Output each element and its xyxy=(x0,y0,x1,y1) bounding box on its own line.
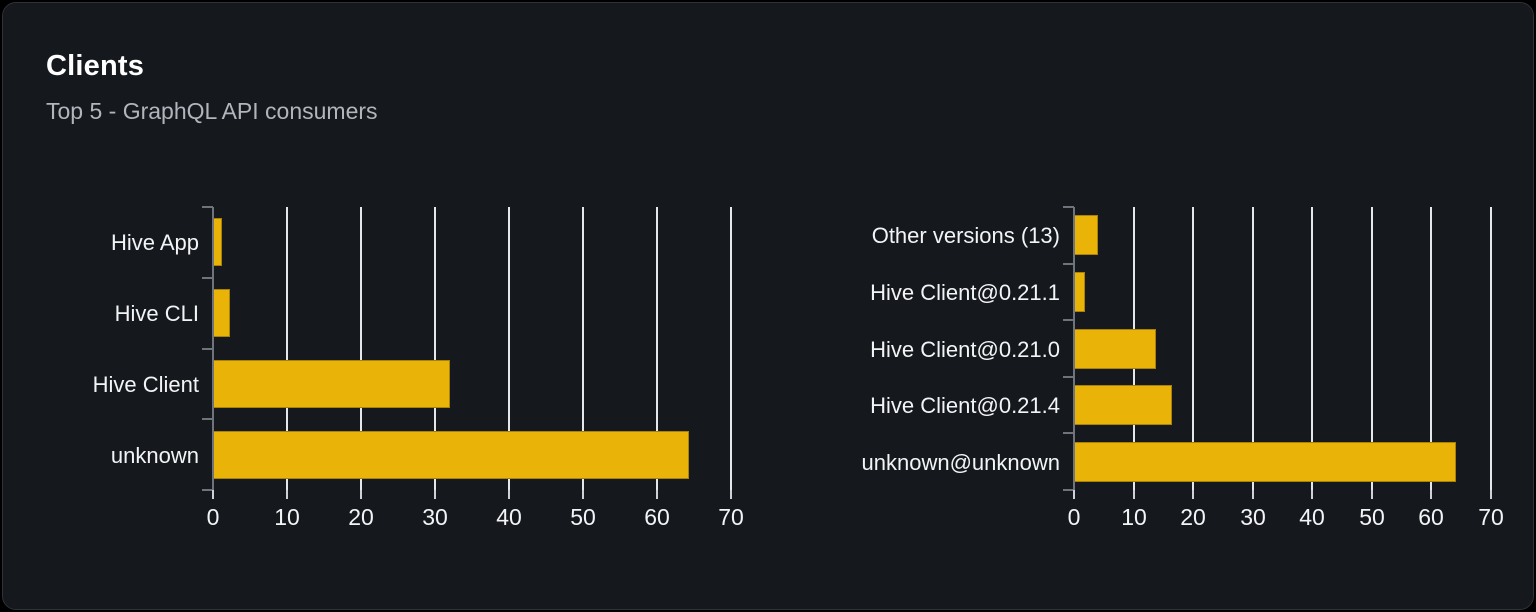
y-axis-tick xyxy=(1063,432,1074,434)
category-label: unknown xyxy=(110,443,199,468)
bar xyxy=(213,218,222,266)
bar xyxy=(1074,442,1456,482)
page-title: Clients xyxy=(46,50,145,82)
y-axis-tick xyxy=(1063,489,1074,491)
x-axis-tick xyxy=(434,490,436,499)
x-axis-tick xyxy=(1073,490,1075,499)
x-axis-tick xyxy=(212,490,214,499)
x-axis-tick xyxy=(1252,490,1254,499)
x-axis-tick xyxy=(508,490,510,499)
gridline xyxy=(1490,207,1492,490)
category-label: Other versions (13) xyxy=(871,223,1060,248)
x-tick-label: 0 xyxy=(1067,504,1081,530)
x-tick-label: 30 xyxy=(1240,504,1266,530)
gridline xyxy=(1311,207,1313,490)
x-tick-label: 50 xyxy=(570,504,596,530)
gridline xyxy=(360,207,362,490)
y-axis-line xyxy=(1073,207,1075,492)
x-axis-tick xyxy=(360,490,362,499)
bar xyxy=(1074,215,1098,255)
x-tick-label: 10 xyxy=(1121,504,1147,530)
x-axis-tick xyxy=(1311,490,1313,499)
x-tick-label: 20 xyxy=(348,504,374,530)
y-axis-line xyxy=(212,207,214,492)
y-axis-tick xyxy=(202,206,213,208)
y-axis-tick xyxy=(202,489,213,491)
category-label: Hive App xyxy=(110,230,199,255)
page-subtitle: Top 5 - GraphQL API consumers xyxy=(46,98,378,124)
y-axis-tick xyxy=(202,418,213,420)
y-axis-tick xyxy=(1063,206,1074,208)
bar xyxy=(1074,272,1085,312)
x-axis-tick xyxy=(1192,490,1194,499)
gridline xyxy=(434,207,436,490)
y-axis-tick xyxy=(1063,319,1074,321)
x-tick-label: 10 xyxy=(274,504,300,530)
category-label: Hive Client@0.21.4 xyxy=(870,393,1060,418)
x-tick-label: 70 xyxy=(718,504,744,530)
x-tick-label: 40 xyxy=(496,504,522,530)
y-axis-tick xyxy=(202,348,213,350)
x-tick-label: 40 xyxy=(1299,504,1325,530)
category-label: Hive Client@0.21.0 xyxy=(870,337,1060,362)
y-axis-tick xyxy=(202,277,213,279)
x-axis-tick xyxy=(730,490,732,499)
x-tick-label: 0 xyxy=(206,504,220,530)
x-tick-label: 60 xyxy=(1418,504,1444,530)
x-axis-tick xyxy=(286,490,288,499)
x-tick-label: 30 xyxy=(422,504,448,530)
x-axis-tick xyxy=(1430,490,1432,499)
gridline xyxy=(1192,207,1194,490)
category-label: Hive Client@0.21.1 xyxy=(870,280,1060,305)
clients-bar-chart: 0 10 20 30 40 50 60 70 Hive App Hive CLI Hive Clie… xyxy=(93,206,744,530)
gridline xyxy=(1430,207,1432,490)
category-label: Hive CLI xyxy=(114,301,199,326)
x-tick-label: 20 xyxy=(1180,504,1206,530)
y-axis-tick xyxy=(1063,263,1074,265)
x-tick-label: 60 xyxy=(644,504,670,530)
gridline xyxy=(656,207,658,490)
y-axis-tick xyxy=(1063,376,1074,378)
gridline xyxy=(730,207,732,490)
category-label: Hive Client xyxy=(92,372,199,397)
x-axis-tick xyxy=(1133,490,1135,499)
gridline xyxy=(582,207,584,490)
gridline xyxy=(508,207,510,490)
x-tick-label: 50 xyxy=(1359,504,1385,530)
bar xyxy=(213,360,450,408)
x-axis-tick xyxy=(1371,490,1373,499)
category-label: unknown@unknown xyxy=(861,450,1060,475)
bar xyxy=(1074,385,1172,425)
x-tick-label: 70 xyxy=(1478,504,1504,530)
client-versions-bar-chart: 0 10 20 30 40 50 60 70 Other versions (13) Hive C… xyxy=(862,206,1504,530)
gridline xyxy=(1371,207,1373,490)
x-axis-tick xyxy=(582,490,584,499)
gridline xyxy=(1252,207,1254,490)
x-axis-tick xyxy=(656,490,658,499)
bar xyxy=(1074,329,1156,369)
gridline xyxy=(286,207,288,490)
bar xyxy=(213,289,230,337)
bar xyxy=(213,431,689,479)
x-axis-tick xyxy=(1490,490,1492,499)
